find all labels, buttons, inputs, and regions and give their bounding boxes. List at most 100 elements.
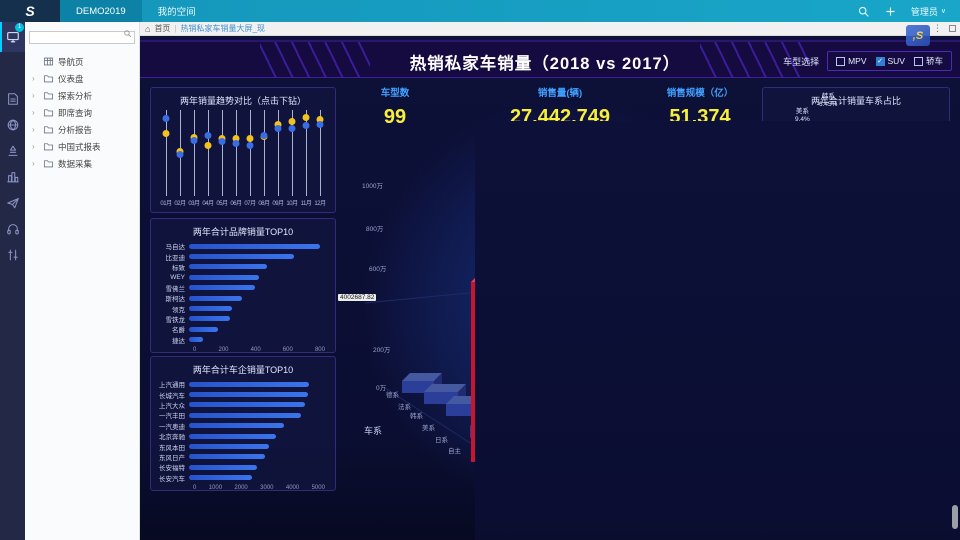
notification-badge: 1 [15,23,24,32]
home-icon[interactable]: ⌂ [145,23,151,34]
bar3d-top [402,373,442,381]
sidebar-search-input[interactable] [29,31,135,44]
panel-brand-top10: 两年合计品牌销量TOP10 马自达 比亚迪 标致 WEY 雪佛兰 斯柯达 领克 雪铁龙 名爵 捷达… [150,218,336,353]
kpi-label: —销售规模（亿）— [630,85,960,540]
trend-month-12月: 12月 [313,110,327,207]
tree-item-仪表盘[interactable]: › 仪表盘 [25,70,139,87]
more-icon[interactable]: ⋮ [933,23,942,33]
user-name: 管理员 [910,6,938,17]
header-decor-left [260,42,370,77]
bar-label: 上汽通用 [159,382,185,390]
breadcrumb-home[interactable]: 首页 [154,24,171,33]
trend-month-11月: 11月 [299,110,313,207]
expand-caret-icon[interactable]: › [32,159,35,168]
tree-item-label: 即席查询 [58,107,93,118]
search-icon[interactable] [857,5,870,18]
bar-track [189,326,325,332]
plus-icon[interactable] [884,5,897,18]
folder-icon [43,109,54,117]
brand-logo[interactable]: S [0,0,60,22]
checkbox-box[interactable] [836,56,846,66]
monitor-icon [6,32,19,43]
kpi-value: 99 [383,106,407,128]
rail-item-publish[interactable] [0,138,25,164]
checkbox-轿车[interactable]: 轿车 [913,55,943,67]
top-tab-我的空间[interactable]: 我的空间 [157,7,196,18]
series-category-label: 韩系 [410,413,423,420]
bar-label: 一汽奥迪 [159,423,185,431]
trend-month-09月: 09月 [271,110,285,207]
user-menu[interactable]: 管理员 ∨ [911,5,946,18]
tree-item-中国式报表[interactable]: › 中国式报表 [25,138,139,155]
dot-2018 [246,142,254,150]
rail-item-share[interactable] [0,190,25,216]
checkbox-box[interactable]: ✓ [875,56,885,66]
rail-gap [0,52,25,86]
tools-icon [7,249,18,261]
trend-line [320,110,321,196]
checkbox-MPV[interactable]: MPV [836,56,867,66]
trend-month-label: 02月 [174,201,186,207]
checkbox-SUV[interactable]: ✓ SUV [875,56,905,66]
axis-tick: 0 [193,347,197,353]
hbar-rows: 上汽通用 长城汽车 上汽大众 一汽丰田 一汽奥迪 北京奔驰 东风本田 东风日产 长安福特 长安汽车 [157,379,325,483]
breadcrumb-page[interactable]: 热销私家车销量大屏_现 [180,24,265,33]
bar-track [189,285,325,291]
bar-track [189,337,325,343]
dot-2018 [232,139,240,147]
bar-row-一汽奥迪: 一汽奥迪 [157,421,325,431]
vertical-scrollbar[interactable] [952,505,958,529]
dot-2018 [274,125,282,133]
bar-row-东风日产: 东风日产 [157,452,325,462]
trend-scatter-chart[interactable]: 01月 02月 03月 04月 05月 06月 07月 08月 09月 10月 11月 12月 [159,110,327,207]
folder-icon [43,92,54,100]
maximize-icon[interactable] [949,25,956,32]
axis-title: 车系 [364,426,383,436]
bar3d-darkblue [402,373,442,393]
bar-track [189,392,325,398]
tree-item-探索分析[interactable]: › 探索分析 [25,87,139,104]
tree-item-导航页[interactable]: 导航页 [25,53,139,70]
panel-trend: 两年销量趋势对比（点击下钻） 01月 02月 03月 04月 05月 06月 07月 08月 0… [150,87,336,213]
rail-item-enterprise[interactable] [0,164,25,190]
bar [189,285,256,291]
floating-brand-button[interactable]: ,S [906,25,930,46]
rail-item-reports[interactable] [0,86,25,112]
bar3d-darkblue [424,384,466,404]
top-tab-DEMO2019[interactable]: DEMO2019 [60,0,142,22]
bar-row-名爵: 名爵 [157,324,325,334]
y-axis-tick: 0万 [376,385,387,392]
axis-tick: 4000 [285,485,300,491]
tree-item-数据采集[interactable]: › 数据采集 [25,155,139,172]
bar-label: 马自达 [165,244,186,252]
trend-month-label: 05月 [216,201,228,207]
checkbox-box[interactable] [913,56,923,66]
dot-2017 [246,135,254,143]
dashboard-title: 热销私家车销量（2018 vs 2017） [409,55,681,73]
trend-month-label: 03月 [188,201,200,207]
expand-caret-icon[interactable]: › [32,142,35,151]
tree-item-分析报告[interactable]: › 分析报告 [25,121,139,138]
rail-item-analysis[interactable] [0,112,25,138]
kpi-label: —销售量(辆)— [470,85,960,540]
expand-caret-icon[interactable]: › [32,74,35,83]
bar-track [189,433,325,439]
tree-item-label: 数据采集 [58,158,93,169]
top-bar: S DEMO2019 我的空间 管理员 ∨ [0,0,960,22]
rail-item-dashboards[interactable]: 1 [0,22,25,52]
trend-month-label: 06月 [230,201,242,207]
checkbox-label: MPV [848,56,867,66]
expand-caret-icon[interactable]: › [32,125,35,134]
chart-title: 两年销量趋势对比（点击下钻） [179,96,306,106]
expand-caret-icon[interactable]: › [32,108,35,117]
bar-track [189,274,325,280]
grid-icon [43,57,54,66]
tree-item-即席查询[interactable]: › 即席查询 [25,104,139,121]
bar [189,274,259,280]
tree-item-label: 仪表盘 [58,73,84,84]
expand-caret-icon[interactable]: › [32,91,35,100]
slice-label-韩系: 韩系 6.45% [819,93,838,108]
rail-item-settings[interactable] [0,242,25,268]
rail-item-support[interactable] [0,216,25,242]
bar-row-上汽大众: 上汽大众 [157,400,325,410]
